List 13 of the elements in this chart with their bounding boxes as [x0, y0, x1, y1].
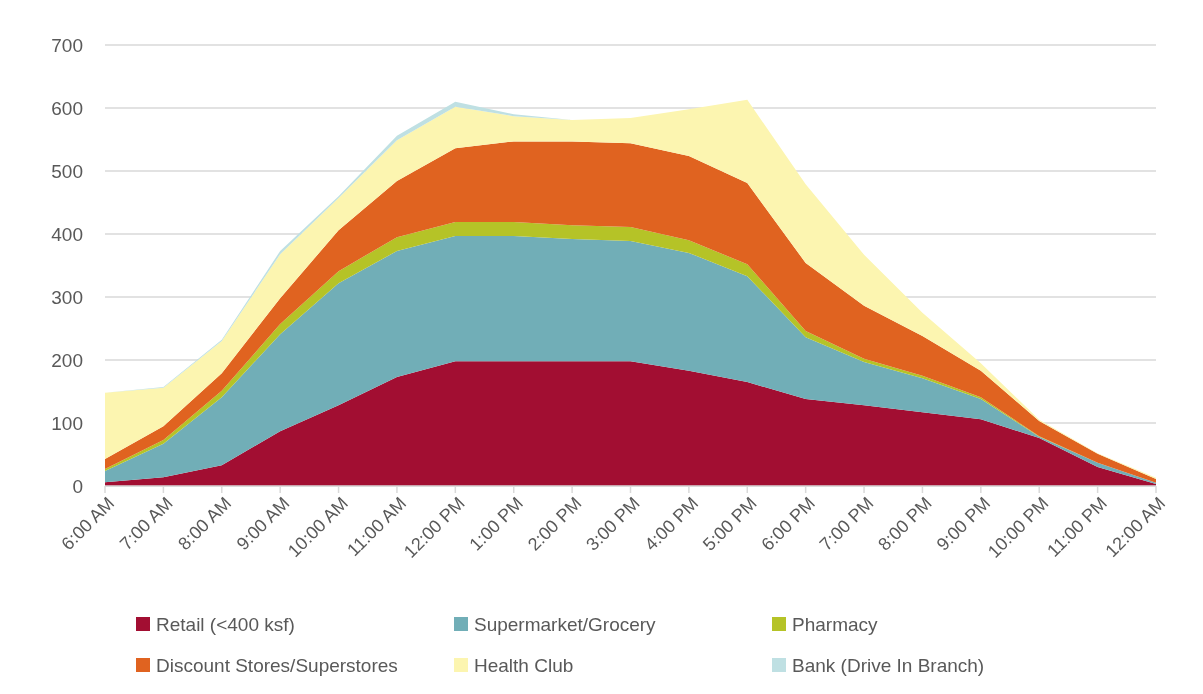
legend-label: Health Club — [474, 654, 574, 676]
y-tick-label: 700 — [51, 34, 83, 56]
y-tick-label: 400 — [51, 223, 83, 245]
y-tick-label: 100 — [51, 412, 83, 434]
legend-label: Bank (Drive In Branch) — [792, 654, 985, 676]
y-tick-label: 600 — [51, 97, 83, 119]
legend-label: Supermarket/Grocery — [474, 613, 657, 635]
y-tick-label: 500 — [51, 160, 83, 182]
y-tick-label: 200 — [51, 349, 83, 371]
legend-label: Retail (<400 ksf) — [156, 613, 295, 635]
y-tick-label: 300 — [51, 286, 83, 308]
legend-label: Discount Stores/Superstores — [156, 654, 398, 676]
legend-label: Pharmacy — [792, 613, 879, 635]
